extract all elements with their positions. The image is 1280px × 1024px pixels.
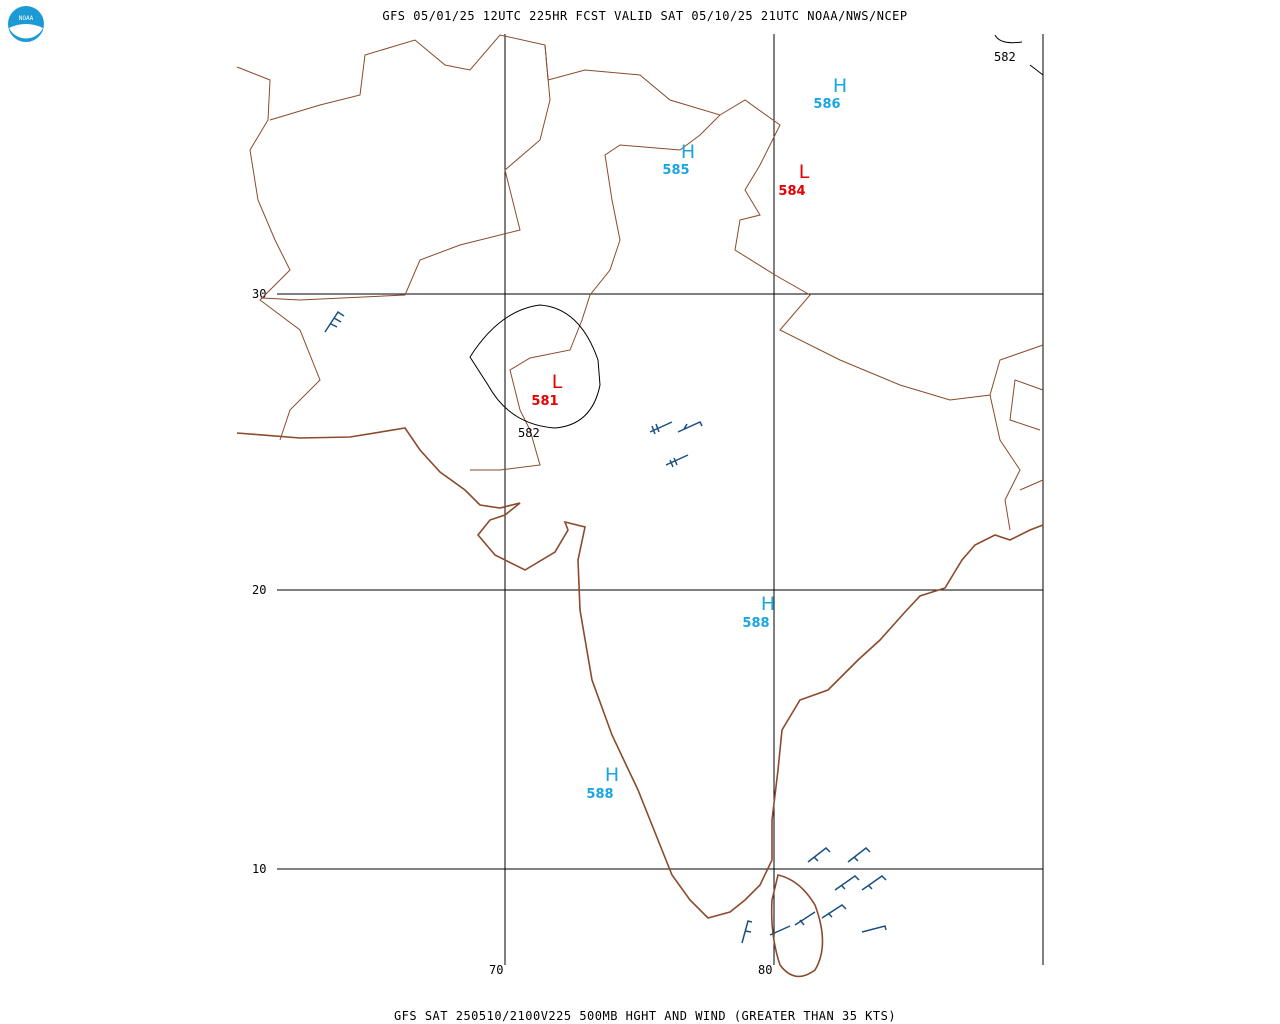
- center-symbol: H: [681, 141, 695, 163]
- center-value: 584: [778, 184, 805, 199]
- lat-label: 20: [252, 583, 266, 597]
- center-value: 588: [586, 787, 613, 802]
- contour-line: [469, 304, 601, 429]
- lat-label: 30: [252, 287, 266, 301]
- contour-label: 582: [518, 426, 540, 440]
- center-value: 586: [813, 97, 840, 112]
- center-symbol: H: [833, 75, 847, 97]
- lat-label: 10: [252, 862, 266, 876]
- center-value: 581: [531, 394, 558, 409]
- center-value: 585: [662, 163, 689, 178]
- center-value: 588: [742, 616, 769, 631]
- pressure-centers: H 586 H 585 L 584 L 581 H 588 H 588: [531, 75, 847, 802]
- center-symbol: H: [761, 593, 775, 615]
- noaa-logo: NOAA: [6, 4, 46, 44]
- logo-text: NOAA: [19, 15, 34, 22]
- lon-label: 70: [489, 963, 503, 977]
- contour-line: [994, 34, 1044, 76]
- wind-barbs: [324, 310, 887, 944]
- lon-label: 80: [758, 963, 772, 977]
- center-symbol: L: [552, 371, 563, 393]
- footer-caption: GFS SAT 250510/2100V225 500MB HGHT AND W…: [394, 1009, 896, 1023]
- header-title: GFS 05/01/25 12UTC 225HR FCST VALID SAT …: [382, 9, 907, 23]
- coastline: [236, 427, 1044, 978]
- center-symbol: L: [799, 161, 810, 183]
- grid: [277, 34, 1044, 965]
- contour-label: 582: [994, 50, 1016, 64]
- center-symbol: H: [605, 764, 619, 786]
- borders: [236, 34, 1044, 531]
